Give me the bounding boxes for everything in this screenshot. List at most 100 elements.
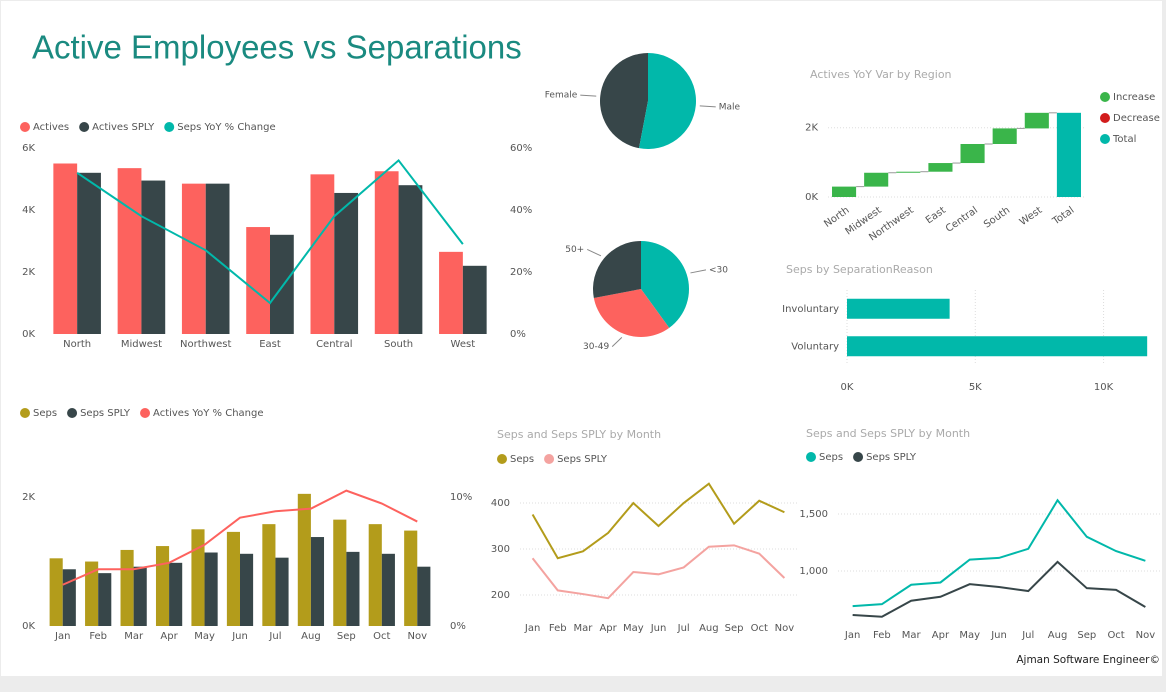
page-title: Active Employees vs Separations	[32, 29, 522, 66]
y-tick-label: 2K	[22, 267, 35, 278]
y2-tick-label: 60%	[510, 143, 532, 154]
y-tick-label: 6K	[22, 143, 35, 154]
x-tick-label: Mar	[902, 630, 922, 641]
x-tick-label: Aug	[1048, 630, 1068, 641]
x-tick-label: Oct	[751, 623, 768, 634]
line-series	[76, 158, 464, 305]
bar	[346, 551, 360, 626]
y-tick-label: 4K	[22, 205, 35, 216]
bar	[398, 185, 423, 334]
x-tick-label: Aug	[699, 623, 719, 634]
x-tick-label: Mar	[124, 631, 144, 642]
x-tick-label: Central	[316, 339, 352, 350]
y2-tick-label: 20%	[510, 267, 532, 278]
y-tick-label: 400	[491, 498, 510, 509]
bar	[334, 192, 359, 334]
y-tick-label: 1,000	[799, 566, 828, 577]
bar	[404, 530, 418, 626]
legend-marker	[1100, 92, 1110, 102]
bar	[191, 529, 205, 626]
y2-tick-label: 40%	[510, 205, 532, 216]
y-tick-label: 0K	[22, 329, 35, 340]
x-tick-label: East	[259, 339, 281, 350]
waterfall-bar	[896, 171, 921, 173]
pie-slice	[641, 241, 690, 328]
bar	[169, 562, 183, 626]
bar	[53, 163, 78, 334]
y-tick-label: Involuntary	[782, 304, 839, 315]
legend-label: Seps SPLY	[557, 454, 608, 465]
slice-label: 30-49	[583, 342, 609, 352]
bar	[85, 561, 99, 626]
bar	[49, 558, 63, 626]
line-series	[531, 482, 785, 560]
x-tick-label: May	[194, 631, 215, 642]
y2-tick-label: 0%	[510, 329, 526, 340]
x-tick-label: Sep	[1077, 630, 1096, 641]
legend-marker	[140, 408, 151, 418]
y-tick-label: 0K	[805, 192, 818, 203]
x-tick-label: Jun	[231, 631, 248, 642]
legend-label: Actives SPLY	[92, 122, 155, 133]
legend-label: Total	[1112, 134, 1136, 145]
x-tick-label: Apr	[932, 630, 950, 641]
leader-line	[611, 336, 623, 348]
legend-marker	[1100, 134, 1110, 144]
line-series	[852, 498, 1146, 608]
x-tick-label: Jan	[54, 631, 70, 642]
legend-label: Seps	[819, 452, 843, 463]
x-tick-label: Apr	[160, 631, 178, 642]
slice-label: 50+	[565, 245, 584, 255]
x-tick-label: Sep	[725, 623, 744, 634]
x-tick-label: Jan	[844, 630, 860, 641]
y2-tick-label: 0%	[450, 621, 466, 632]
y-tick-label: 200	[491, 590, 510, 601]
y-tick-label: 1,500	[799, 509, 828, 520]
x-tick-label: Jul	[677, 623, 690, 634]
legend-label: Actives	[33, 122, 69, 133]
bar	[77, 172, 101, 334]
bar	[141, 180, 166, 334]
legend-marker	[164, 122, 175, 132]
legend-marker	[67, 408, 78, 418]
bar	[275, 557, 289, 626]
leader-line	[699, 105, 716, 108]
bar	[374, 171, 399, 334]
x-tick-label: Oct	[1107, 630, 1124, 641]
x-tick-label: West	[451, 339, 476, 350]
pie-slice	[599, 53, 648, 149]
waterfall-bar	[960, 143, 985, 164]
x-tick-label: Jun	[990, 630, 1007, 641]
bar	[847, 298, 950, 319]
slice-label: Male	[719, 102, 741, 112]
bar	[98, 573, 112, 626]
waterfall-bar	[928, 163, 953, 172]
leader-line	[587, 249, 602, 257]
x-tick-label: North	[63, 339, 91, 350]
x-tick-label: 0K	[841, 382, 854, 393]
bar	[155, 546, 170, 626]
y-tick-label: 2K	[805, 123, 818, 134]
legend-marker	[806, 452, 816, 462]
bar	[240, 553, 254, 626]
x-tick-label: Feb	[89, 631, 107, 642]
line-series	[62, 489, 418, 586]
x-tick-label: South	[384, 339, 413, 350]
footer: Ajman Software Engineer©	[1016, 654, 1160, 666]
x-tick-label: Jun	[650, 623, 667, 634]
x-tick-label: Sep	[337, 631, 356, 642]
bar	[439, 251, 463, 334]
bar	[117, 168, 142, 334]
legend-marker	[79, 122, 90, 132]
bar	[368, 524, 382, 626]
waterfall-bar	[832, 186, 857, 197]
bar	[204, 552, 218, 626]
legend-marker	[544, 454, 555, 464]
x-tick-label: Northwest	[180, 339, 232, 350]
x-tick-label: 10K	[1094, 382, 1114, 393]
chart-title: Seps and Seps SPLY by Month	[806, 427, 970, 440]
chart-title: Seps and Seps SPLY by Month	[497, 428, 661, 441]
x-tick-label: May	[623, 623, 644, 634]
